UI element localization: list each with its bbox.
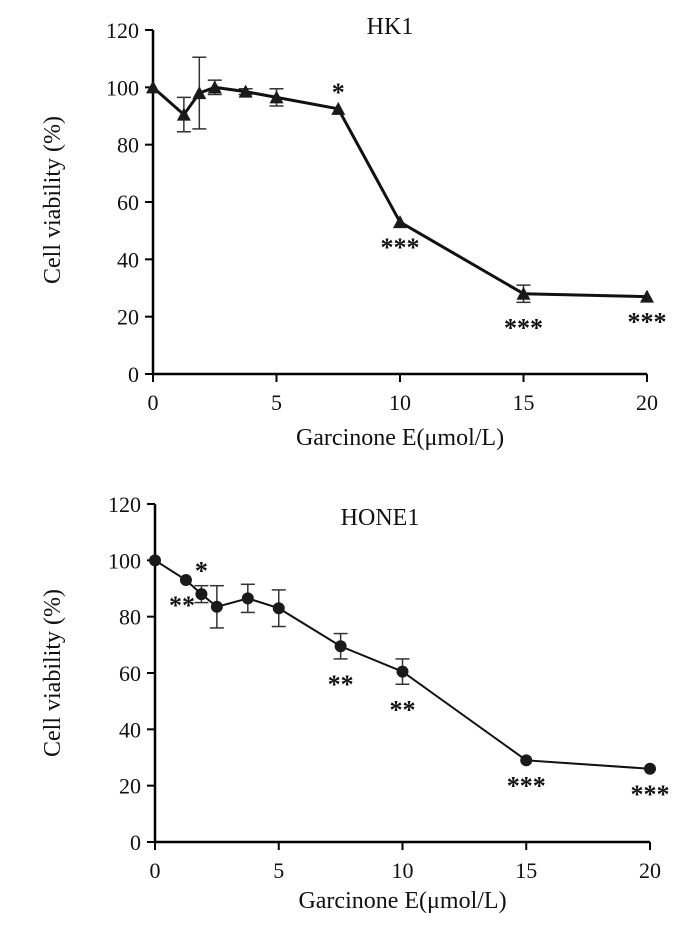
y-tick-label: 60 xyxy=(117,190,139,215)
data-point-triangle xyxy=(331,101,346,115)
series-line xyxy=(152,85,648,299)
y-tick-label: 120 xyxy=(106,18,139,43)
data-point-triangle xyxy=(207,80,222,94)
data-point-circle xyxy=(334,640,347,653)
x-tick-label: 15 xyxy=(515,858,537,883)
x-tick-label: 5 xyxy=(273,858,284,883)
data-point-circle xyxy=(195,588,208,601)
series-line xyxy=(154,559,651,770)
significance-label: ** xyxy=(169,591,195,620)
x-tick-label: 0 xyxy=(148,390,159,415)
y-tick-label: 20 xyxy=(119,774,141,799)
data-point-circle xyxy=(210,600,223,613)
significance-label: ** xyxy=(328,670,354,699)
chart-title: HONE1 xyxy=(341,505,420,531)
y-tick-label: 40 xyxy=(117,247,139,272)
significance-label: * xyxy=(332,78,345,107)
y-tick-label: 100 xyxy=(108,548,141,573)
y-tick-label: 0 xyxy=(130,830,141,855)
data-point-circle xyxy=(241,592,254,605)
data-point-triangle xyxy=(393,215,407,229)
x-tick-label: 0 xyxy=(150,858,161,883)
x-tick-label: 20 xyxy=(639,858,661,883)
data-point-triangle xyxy=(516,286,531,300)
x-tick-label: 10 xyxy=(389,390,411,415)
data-point-triangle xyxy=(640,289,654,303)
significance-label: *** xyxy=(507,771,546,800)
x-axis-title: Garcinone E(μmol/L) xyxy=(296,425,504,451)
y-tick-label: 100 xyxy=(106,75,139,100)
chart-title: HK1 xyxy=(367,14,414,40)
significance-label: *** xyxy=(628,308,667,337)
y-tick-label: 0 xyxy=(128,362,139,387)
x-tick-label: 5 xyxy=(271,390,282,415)
data-point-triangle xyxy=(192,86,207,100)
data-point-circle xyxy=(520,754,533,767)
hk1-panel: 0 20 40 60 80 100 120 0 5 10 15 20 HK1 Garcinone E(μm… xyxy=(40,14,667,451)
significance-label: *** xyxy=(631,780,670,809)
significance-label: ** xyxy=(390,695,416,724)
x-tick-label: 15 xyxy=(513,390,535,415)
x-tick-label: 20 xyxy=(636,390,658,415)
data-point-triangle xyxy=(269,90,284,104)
y-tick-label: 40 xyxy=(119,717,141,742)
y-tick-label: 20 xyxy=(117,305,139,330)
significance-label: * xyxy=(195,557,208,586)
data-point-triangle xyxy=(176,107,191,121)
data-point-circle xyxy=(396,665,409,678)
hone1-panel: 0 20 40 60 80 100 120 0 5 10 15 20 HONE1 Garcinone E(… xyxy=(40,492,670,914)
x-tick-label: 10 xyxy=(392,858,414,883)
data-point-circle xyxy=(149,554,161,567)
y-tick-label: 120 xyxy=(108,492,141,517)
y-axis-title: Cell viability (%) xyxy=(40,116,66,284)
data-point-circle xyxy=(179,574,192,587)
x-axis-title: Garcinone E(μmol/L) xyxy=(298,888,506,914)
y-tick-label: 60 xyxy=(119,661,141,686)
significance-label: *** xyxy=(381,233,420,262)
data-point-circle xyxy=(272,602,285,615)
y-axis-title: Cell viability (%) xyxy=(40,589,66,757)
y-tick-label: 80 xyxy=(117,133,139,158)
data-point-triangle xyxy=(238,84,253,98)
data-point-circle xyxy=(644,762,656,775)
significance-label: *** xyxy=(504,313,543,342)
data-point-triangle xyxy=(146,80,160,94)
y-tick-label: 80 xyxy=(119,605,141,630)
